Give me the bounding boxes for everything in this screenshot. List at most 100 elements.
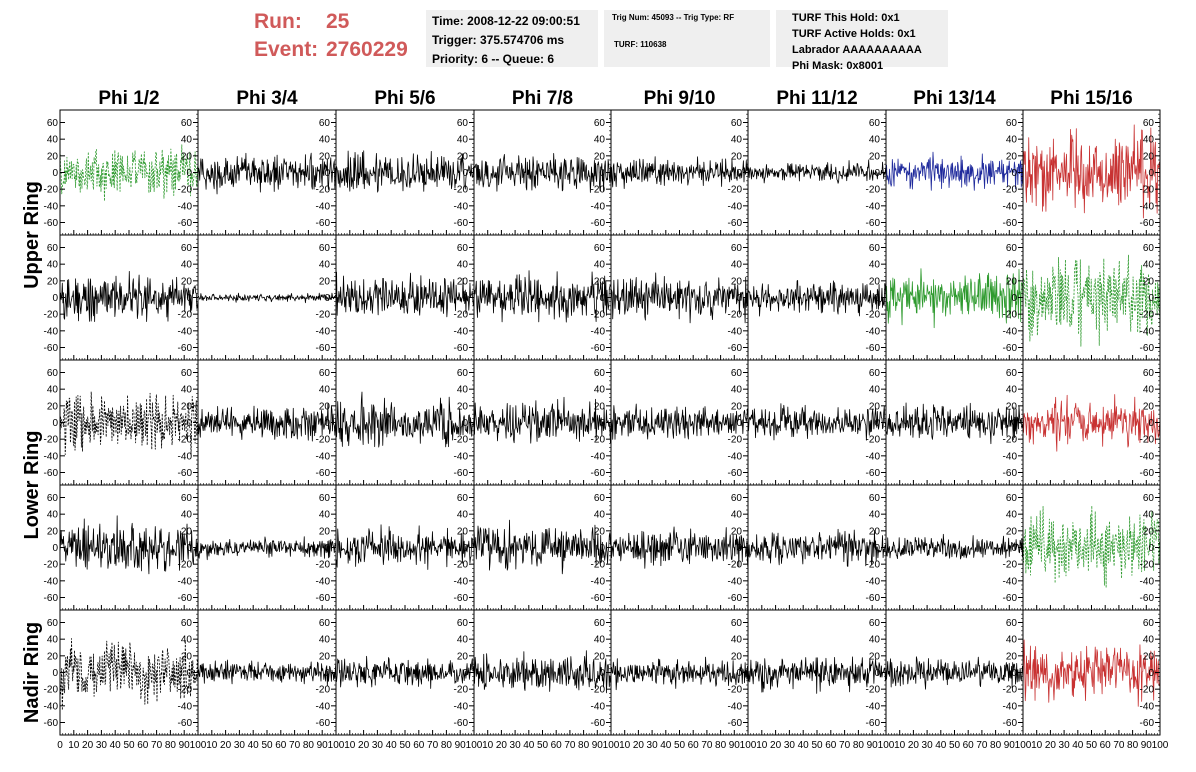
y-tick-label: -20 [866, 310, 881, 321]
y-tick-label: 0 [1148, 543, 1154, 554]
y-tick-label: -20 [1003, 310, 1018, 321]
left-y-tick-label: 20 [47, 401, 59, 412]
y-tick-label: 20 [594, 526, 606, 537]
x-tick-label: 40 [110, 740, 122, 751]
left-y-tick-label: 0 [52, 293, 58, 304]
waveform-trace [747, 159, 887, 184]
y-tick-label: -60 [316, 718, 331, 729]
y-tick-label: -40 [728, 701, 743, 712]
trigger-info-box: Trig Num: 45093 -- Trig Type: RF TURF: 1… [604, 10, 770, 67]
y-tick-label: 0 [462, 293, 468, 304]
y-tick-label: 0 [462, 668, 468, 679]
y-tick-label: 0 [599, 168, 605, 179]
y-tick-label: 40 [731, 635, 743, 646]
y-tick-label: 40 [1006, 385, 1018, 396]
y-tick-label: 20 [869, 651, 881, 662]
y-tick-label: -60 [1140, 343, 1155, 354]
y-tick-label: -40 [454, 451, 469, 462]
y-tick-label: 20 [869, 276, 881, 287]
waveform-trace [335, 150, 475, 193]
y-tick-label: -20 [178, 185, 193, 196]
panel-r1-c8: -60 -40 -20 0 20 40 60 [1022, 109, 1161, 236]
y-tick-label: 40 [869, 510, 881, 521]
y-tick-label: 60 [594, 368, 606, 379]
left-y-tick-label: -60 [44, 593, 59, 604]
y-tick-label: -60 [316, 593, 331, 604]
left-y-tick-label: 60 [47, 118, 59, 129]
y-tick-label: 0 [736, 543, 742, 554]
y-tick-label: -20 [866, 185, 881, 196]
y-tick-label: 60 [457, 368, 469, 379]
y-tick-label: -40 [316, 451, 331, 462]
y-tick-label: 60 [731, 368, 743, 379]
y-tick-label: -40 [1003, 701, 1018, 712]
y-tick-label: 0 [1148, 668, 1154, 679]
left-y-tick-label: 60 [47, 243, 59, 254]
y-tick-label: -60 [728, 343, 743, 354]
x-tick-label: 20 [358, 740, 370, 751]
y-tick-label: -20 [316, 685, 331, 696]
y-tick-label: 60 [181, 118, 193, 129]
column-header-8: Phi 15/16 [1050, 88, 1132, 109]
y-tick-label: 20 [319, 651, 331, 662]
y-tick-label: 60 [594, 118, 606, 129]
x-tick-label: 80 [990, 740, 1002, 751]
panel-r5-c7: -60 -40 -20 0 20 40 60 [885, 609, 1024, 736]
y-tick-label: -40 [866, 201, 881, 212]
y-tick-label: -60 [454, 343, 469, 354]
y-tick-label: 20 [457, 151, 469, 162]
y-tick-label: -60 [1140, 468, 1155, 479]
waveform-trace [885, 268, 1024, 329]
y-tick-label: -20 [591, 310, 606, 321]
y-tick-label: -20 [178, 435, 193, 446]
x-tick-label: 10 [68, 740, 80, 751]
y-tick-label: -20 [1140, 185, 1155, 196]
y-tick-label: -60 [1003, 343, 1018, 354]
y-tick-label: -60 [728, 718, 743, 729]
waveform-trace [197, 292, 337, 304]
y-tick-label: -60 [316, 343, 331, 354]
y-tick-label: 40 [594, 135, 606, 146]
y-tick-label: 0 [736, 668, 742, 679]
panel-r3-c7: -60 -40 -20 0 20 40 60 [885, 359, 1024, 486]
y-tick-label: 20 [1143, 151, 1155, 162]
y-tick-label: 0 [874, 293, 880, 304]
y-tick-label: -40 [454, 701, 469, 712]
y-tick-label: -60 [866, 593, 881, 604]
x-tick-label: 50 [949, 740, 961, 751]
y-tick-label: -20 [316, 185, 331, 196]
y-tick-label: 20 [869, 526, 881, 537]
left-y-tick-label: 40 [47, 260, 59, 271]
y-tick-label: -40 [866, 326, 881, 337]
y-tick-label: -60 [728, 218, 743, 229]
y-tick-label: -20 [728, 685, 743, 696]
panel-r1-c2: -60 -40 -20 0 20 40 60 [197, 109, 337, 236]
y-tick-label: 40 [1006, 260, 1018, 271]
panel-r1-c4: -60 -40 -20 0 20 40 60 [473, 109, 612, 236]
left-y-tick-label: 40 [47, 135, 59, 146]
y-tick-label: 20 [181, 526, 193, 537]
y-tick-label: 60 [457, 618, 469, 629]
x-tick-label: 10 [1031, 740, 1043, 751]
column-header-7: Phi 13/14 [913, 88, 996, 109]
x-tick-label: 30 [372, 740, 384, 751]
y-tick-label: 0 [1148, 168, 1154, 179]
y-tick-label: -60 [1003, 593, 1018, 604]
y-tick-label: 0 [874, 543, 880, 554]
x-tick-label: 40 [523, 740, 535, 751]
panel-r5-c2: -60 -40 -20 0 20 40 60 [197, 609, 337, 736]
y-tick-label: 40 [869, 635, 881, 646]
x-tick-label: 10 [756, 740, 768, 751]
left-y-tick-label: 20 [47, 526, 59, 537]
y-tick-label: 0 [736, 168, 742, 179]
left-y-tick-label: -40 [44, 701, 59, 712]
y-tick-label: -40 [1003, 201, 1018, 212]
x-tick-label: 30 [784, 740, 796, 751]
y-tick-label: -60 [178, 468, 193, 479]
y-tick-label: 20 [181, 401, 193, 412]
y-tick-label: -20 [316, 435, 331, 446]
y-tick-label: -60 [1140, 218, 1155, 229]
y-tick-label: 0 [599, 668, 605, 679]
waveform-trace [610, 656, 749, 691]
y-tick-label: 60 [1006, 118, 1018, 129]
